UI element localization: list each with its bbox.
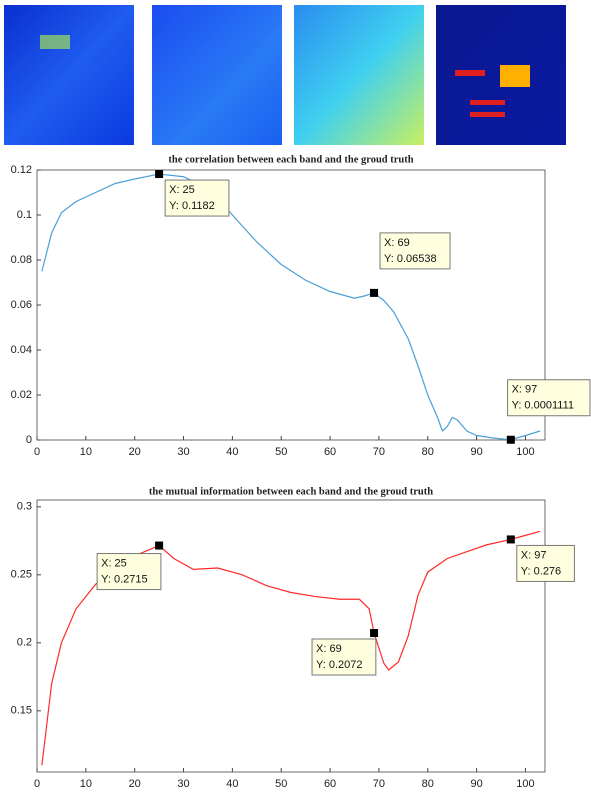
- data-tip-text: X: 69: [384, 237, 410, 249]
- y-tick-label: 0.04: [11, 344, 32, 356]
- data-tip-marker: [155, 170, 163, 178]
- y-tick-label: 0.1: [17, 209, 32, 221]
- data-tip-text: Y: 0.1182: [169, 200, 215, 212]
- x-tick-label: 0: [34, 778, 40, 790]
- data-tip-text: X: 97: [512, 384, 538, 396]
- x-tick-label: 80: [422, 446, 434, 458]
- data-tip-text: Y: 0.06538: [384, 253, 437, 265]
- x-tick-label: 70: [373, 446, 385, 458]
- image: [294, 5, 424, 145]
- data-tip-text: X: 25: [169, 184, 195, 196]
- x-tick-label: 10: [80, 778, 92, 790]
- image-detail: [500, 65, 530, 87]
- data-tip-text: Y: 0.2072: [316, 659, 363, 671]
- image-detail: [40, 35, 70, 49]
- data-tip-marker: [507, 535, 515, 543]
- data-tip-marker: [507, 436, 515, 444]
- x-tick-label: 60: [324, 446, 336, 458]
- x-tick-label: 40: [226, 778, 238, 790]
- y-tick-label: 0.12: [11, 164, 32, 176]
- data-tip-text: X: 25: [101, 557, 127, 569]
- chart-title: the mutual information between each band…: [149, 486, 433, 497]
- x-tick-label: 90: [470, 446, 482, 458]
- x-tick-label: 20: [129, 778, 141, 790]
- x-tick-label: 100: [516, 446, 534, 458]
- x-tick-label: 0: [34, 446, 40, 458]
- x-tick-label: 100: [516, 778, 534, 790]
- figure: the correlation between each band and th…: [0, 0, 591, 798]
- image-detail: [470, 100, 505, 105]
- x-tick-label: 90: [470, 778, 482, 790]
- y-tick-label: 0.2: [17, 637, 32, 649]
- x-tick-label: 10: [80, 446, 92, 458]
- x-tick-label: 70: [373, 778, 385, 790]
- x-tick-label: 50: [275, 446, 287, 458]
- y-tick-label: 0: [26, 434, 32, 446]
- data-tip-text: Y: 0.276: [521, 565, 561, 577]
- plot-frame: [37, 500, 545, 772]
- data-tip-text: Y: 0.2715: [101, 573, 148, 585]
- data-tip-marker: [370, 289, 378, 297]
- x-tick-label: 20: [129, 446, 141, 458]
- image-detail: [455, 70, 485, 76]
- image: [4, 5, 134, 145]
- x-tick-label: 30: [177, 446, 189, 458]
- y-tick-label: 0.06: [11, 299, 32, 311]
- x-tick-label: 80: [422, 778, 434, 790]
- y-tick-label: 0.15: [11, 705, 32, 717]
- thumbnails: [4, 5, 566, 145]
- y-tick-label: 0.3: [17, 501, 32, 513]
- page: {"chart_data": [ {"type": "line", "title…: [0, 0, 591, 798]
- data-tip-text: Y: 0.0001111: [512, 400, 574, 412]
- data-tip-text: X: 97: [521, 549, 547, 561]
- data-tip-marker: [155, 542, 163, 550]
- data-tip-text: X: 69: [316, 643, 342, 655]
- x-tick-label: 40: [226, 446, 238, 458]
- y-tick-label: 0.25: [11, 569, 32, 581]
- image-detail: [470, 112, 505, 117]
- x-tick-label: 50: [275, 778, 287, 790]
- data-tip-marker: [370, 629, 378, 637]
- x-tick-label: 30: [177, 778, 189, 790]
- y-tick-label: 0.08: [11, 254, 32, 266]
- plot-frame: [37, 170, 545, 440]
- chart-title: the correlation between each band and th…: [168, 154, 413, 165]
- image: [152, 5, 282, 145]
- x-tick-label: 60: [324, 778, 336, 790]
- y-tick-label: 0.02: [11, 389, 32, 401]
